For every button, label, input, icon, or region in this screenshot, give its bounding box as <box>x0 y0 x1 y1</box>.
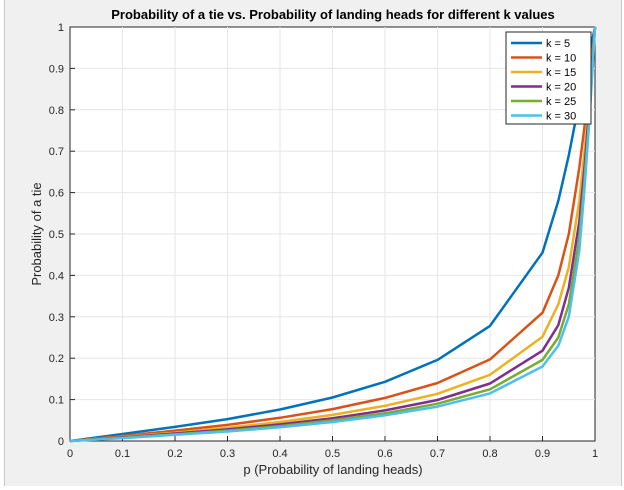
y-tick-label: 0.6 <box>49 188 64 200</box>
x-axis-label: p (Probability of landing heads) <box>243 462 422 477</box>
y-tick-label: 0.2 <box>49 353 64 365</box>
y-tick-label: 0.3 <box>49 312 64 324</box>
y-tick-label: 0.4 <box>49 270 64 282</box>
chart-title: Probability of a tie vs. Probability of … <box>111 7 555 22</box>
x-tick-label: 0.2 <box>167 448 182 460</box>
y-tick-label: 0 <box>58 436 64 448</box>
x-tick-label: 0.8 <box>482 448 497 460</box>
legend-label-4: k = 20 <box>546 82 576 94</box>
series-line-2 <box>69 26 597 443</box>
series-line-6 <box>69 26 597 443</box>
y-tick-label: 0.8 <box>49 105 64 117</box>
x-tick-label: 0.3 <box>220 448 235 460</box>
x-tick-label: 0.5 <box>325 448 340 460</box>
legend-label-6: k = 30 <box>546 111 576 123</box>
grid <box>70 27 595 441</box>
y-tick-label: 0.9 <box>49 63 64 75</box>
legend-box <box>505 31 592 125</box>
legend-label-3: k = 15 <box>546 67 576 79</box>
y-ticks: 0 0.1 0.2 0.3 0.4 0.5 0.6 0.7 0.8 0.9 1 <box>49 22 75 448</box>
y-tick-label: 0.5 <box>49 229 64 241</box>
y-tick-label: 0.7 <box>49 146 64 158</box>
x-tick-label: 0.1 <box>115 448 130 460</box>
legend: k = 5 k = 10 k = 15 k = 20 k = 25 k = 30 <box>505 31 592 125</box>
legend-label-5: k = 25 <box>546 96 576 108</box>
x-tick-label: 0.7 <box>430 448 445 460</box>
series-lines <box>69 26 597 443</box>
y-tick-label: 1 <box>58 22 64 34</box>
legend-label-1: k = 5 <box>546 38 570 50</box>
x-tick-label: 0.9 <box>535 448 550 460</box>
y-tick-label: 0.1 <box>49 395 64 407</box>
x-tick-label: 1 <box>592 448 598 460</box>
x-tick-label: 0 <box>67 448 73 460</box>
y-axis-label: Probability of a tie <box>29 182 44 285</box>
x-tick-label: 0.4 <box>272 448 287 460</box>
legend-label-2: k = 10 <box>546 53 576 65</box>
x-ticks: 0 0.1 0.2 0.3 0.4 0.5 0.6 0.7 0.8 0.9 1 <box>67 436 598 460</box>
x-tick-label: 0.6 <box>377 448 392 460</box>
